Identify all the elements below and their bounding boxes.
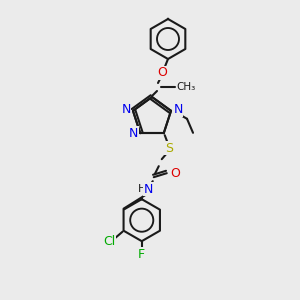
Text: S: S bbox=[165, 142, 173, 155]
Text: N: N bbox=[144, 183, 153, 196]
Text: O: O bbox=[170, 167, 180, 180]
Text: Cl: Cl bbox=[103, 235, 116, 248]
Text: H: H bbox=[138, 184, 146, 194]
Text: CH₃: CH₃ bbox=[176, 82, 196, 92]
Text: F: F bbox=[138, 248, 145, 261]
Text: N: N bbox=[173, 103, 183, 116]
Text: N: N bbox=[121, 103, 131, 116]
Text: O: O bbox=[157, 67, 167, 80]
Text: N: N bbox=[129, 127, 138, 140]
